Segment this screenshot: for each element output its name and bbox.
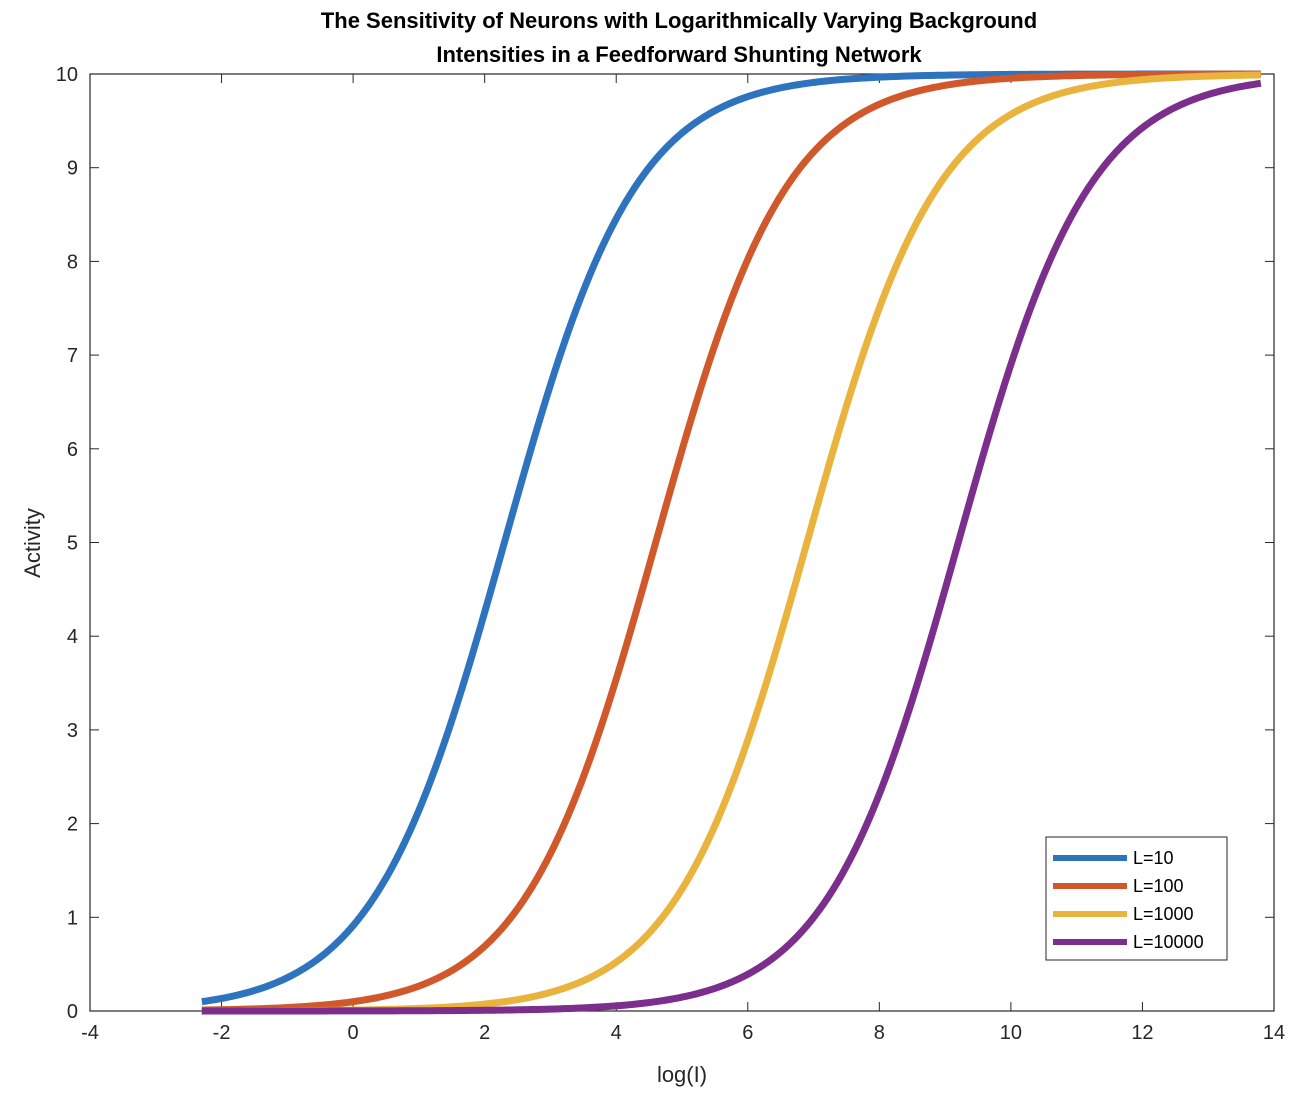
y-tick-label: 0 <box>67 1001 78 1023</box>
y-tick-label: 3 <box>67 720 78 742</box>
series-layer <box>201 70 1262 1015</box>
y-tick-label: 5 <box>67 533 78 555</box>
y-tick-label: 7 <box>67 345 78 367</box>
y-axis-label: Activity <box>20 508 45 578</box>
legend-label-l10: L=10 <box>1133 848 1174 868</box>
legend-label-l10000: L=10000 <box>1133 932 1204 952</box>
x-tick-label: -4 <box>81 1022 99 1044</box>
series-line-l100 <box>201 70 1261 1014</box>
x-tick-label: 6 <box>742 1022 753 1044</box>
x-tick-label: 2 <box>479 1022 490 1044</box>
legend: L=10 L=100 L=1000 L=10000 <box>1045 836 1228 961</box>
y-tick-label: 6 <box>67 439 78 461</box>
x-tick-label: 4 <box>611 1022 622 1044</box>
chart-title-line-2: Intensities in a Feedforward Shunting Ne… <box>436 42 922 67</box>
y-tick-label: 1 <box>67 907 78 929</box>
legend-label-l1000: L=1000 <box>1133 904 1194 924</box>
y-tick-label: 2 <box>67 814 78 836</box>
x-tick-label: 0 <box>348 1022 359 1044</box>
y-tick-label: 4 <box>67 626 78 648</box>
y-tick-label: 8 <box>67 251 78 273</box>
y-tick-label: 10 <box>56 64 78 86</box>
x-tick-label: 10 <box>1000 1022 1022 1044</box>
series-line-l10000 <box>201 79 1262 1015</box>
legend-label-l100: L=100 <box>1133 876 1184 896</box>
x-tick-label: 8 <box>874 1022 885 1044</box>
x-tick-label: 12 <box>1131 1022 1153 1044</box>
x-tick-label: -2 <box>213 1022 231 1044</box>
chart-title-line-1: The Sensitivity of Neurons with Logarith… <box>321 8 1037 33</box>
y-tick-label: 9 <box>67 158 78 180</box>
x-tick-label: 14 <box>1263 1022 1285 1044</box>
x-axis-label: log(I) <box>657 1062 707 1087</box>
